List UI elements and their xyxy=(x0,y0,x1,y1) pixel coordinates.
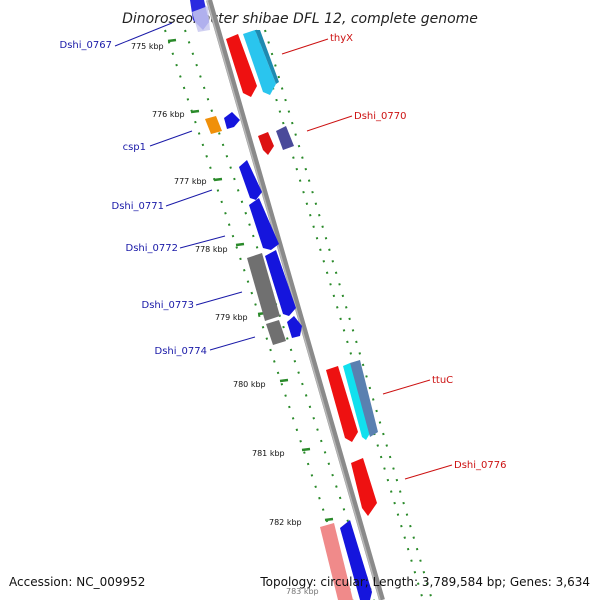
gene-feature-dshi0773[interactable] xyxy=(265,250,296,316)
gene-feature-csp1[interactable] xyxy=(224,112,240,129)
callout-csp1 xyxy=(149,130,193,147)
tick-label-777: 777 kbp xyxy=(174,177,207,186)
gene-feature-thyx[interactable] xyxy=(226,34,257,97)
gene-label-dshi0767[interactable]: Dshi_0767 xyxy=(60,40,112,51)
tick-label-779: 779 kbp xyxy=(215,313,248,322)
left-strand-genes xyxy=(190,0,372,600)
gene-labels-right: thyX Dshi_0770 ttuC Dshi_0776 xyxy=(330,33,506,471)
tick-marks xyxy=(167,38,334,522)
callout-dshi0773 xyxy=(195,291,243,306)
gene-label-csp1[interactable]: csp1 xyxy=(123,142,146,153)
tick-label-782: 782 kbp xyxy=(269,518,302,527)
tick-mark xyxy=(324,517,334,522)
tick-label-778: 778 kbp xyxy=(195,245,228,254)
tick-label-775: 775 kbp xyxy=(131,42,164,51)
gene-feature-dshi0770-purple[interactable] xyxy=(276,126,294,150)
gene-label-dshi0773[interactable]: Dshi_0773 xyxy=(142,300,194,311)
gene-feature-ttuc[interactable] xyxy=(326,366,358,442)
callout-lines xyxy=(114,22,453,480)
callout-dshi0772 xyxy=(179,235,226,249)
genome-backbone xyxy=(206,0,385,600)
callout-dshi0770 xyxy=(306,115,353,132)
callout-dshi0771 xyxy=(165,189,213,207)
topology-text: Topology: circular; Length: 3,789,584 bp… xyxy=(259,575,590,589)
gene-feature-csp1-orange[interactable] xyxy=(205,116,222,134)
gene-feature-thyx-cyan[interactable] xyxy=(243,30,276,95)
tick-mark xyxy=(235,242,245,247)
callout-thyx xyxy=(281,38,329,55)
genome-backbone-highlight xyxy=(206,0,381,600)
gene-feature-dshi0774-gray[interactable] xyxy=(266,320,286,345)
accession-text: Accession: NC_009952 xyxy=(9,575,145,589)
gene-labels-left: Dshi_0767 csp1 Dshi_0771 Dshi_0772 Dshi_… xyxy=(60,40,207,357)
gene-feature-ttuc-steel[interactable] xyxy=(350,360,378,437)
gene-feature-pink[interactable] xyxy=(320,523,353,600)
callout-ttuc xyxy=(382,379,431,395)
gene-feature-dshi0774[interactable] xyxy=(287,316,302,338)
gene-feature-dshi0773-gray[interactable] xyxy=(247,253,280,321)
gene-label-dshi0771[interactable]: Dshi_0771 xyxy=(112,201,164,212)
tick-mark xyxy=(301,447,311,452)
gene-feature-dshi0772[interactable] xyxy=(249,198,279,250)
callout-dshi0774 xyxy=(209,336,256,351)
gene-label-dshi0774[interactable]: Dshi_0774 xyxy=(155,346,207,357)
right-strand-genes xyxy=(226,30,378,516)
tick-label-781: 781 kbp xyxy=(252,449,285,458)
gene-label-dshi0772[interactable]: Dshi_0772 xyxy=(126,243,178,254)
map-title: Dinoroseobacter shibae DFL 12, complete … xyxy=(122,11,478,27)
gene-label-dshi0776[interactable]: Dshi_0776 xyxy=(454,460,506,471)
gene-label-dshi0770[interactable]: Dshi_0770 xyxy=(354,111,406,122)
tick-mark xyxy=(167,38,177,43)
tick-label-780: 780 kbp xyxy=(233,380,266,389)
gene-feature-dshi0770[interactable] xyxy=(258,132,274,155)
callout-dshi0776 xyxy=(404,464,453,480)
gene-feature-thyx-cyan-edge[interactable] xyxy=(255,30,279,84)
callout-dshi0767 xyxy=(114,22,173,47)
gene-label-thyx[interactable]: thyX xyxy=(330,33,353,44)
tick-label-783: 783 kbp xyxy=(286,587,319,596)
gene-feature-ttuc-cyan[interactable] xyxy=(343,363,372,440)
gene-feature-dshi0771[interactable] xyxy=(239,160,262,200)
tick-mark xyxy=(213,177,223,182)
gene-feature-dshi0767-light[interactable] xyxy=(192,6,210,32)
gene-feature-dshi0776[interactable] xyxy=(351,458,377,516)
tick-mark xyxy=(190,109,200,114)
gene-label-ttuc[interactable]: ttuC xyxy=(432,375,453,386)
outer-right-rail xyxy=(264,29,433,600)
tick-labels: 775 kbp 776 kbp 777 kbp 778 kbp 779 kbp … xyxy=(131,42,319,596)
tick-label-776: 776 kbp xyxy=(152,110,185,119)
gene-feature-blue-bottom[interactable] xyxy=(340,520,372,600)
tick-mark xyxy=(279,378,289,383)
